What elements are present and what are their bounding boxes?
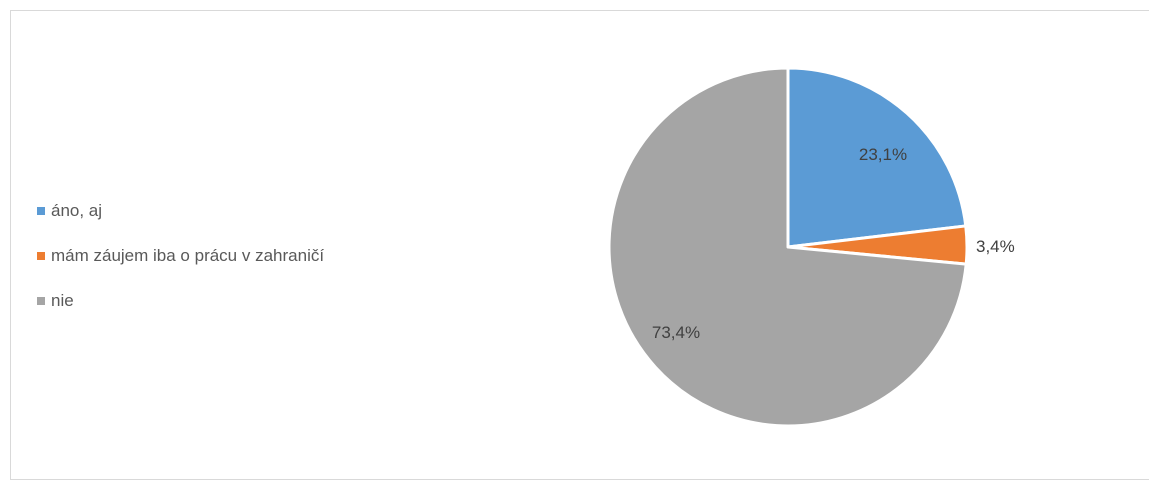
legend-swatch-ano-aj <box>37 206 45 215</box>
legend-label-iba-zahranicie: mám záujem iba o prácu v zahraničí <box>51 245 325 265</box>
pie-slice-nie <box>607 66 968 428</box>
data-label-ano-aj: 23,1% <box>859 145 907 164</box>
legend-label-ano-aj: áno, aj <box>51 200 103 220</box>
legend-swatch-iba-zahranicie <box>37 251 45 260</box>
legend-label-nie: nie <box>51 290 74 310</box>
data-label-iba-zahranicie: 3,4% <box>976 237 1015 256</box>
legend: áno, aj mám záujem iba o prácu v zahrani… <box>37 188 324 323</box>
data-label-nie: 73,4% <box>652 323 700 342</box>
legend-item-ano-aj: áno, aj <box>37 188 324 233</box>
legend-item-nie: nie <box>37 278 324 323</box>
pie-slice-ano-aj <box>786 66 968 249</box>
legend-item-iba-zahranicie: mám záujem iba o prácu v zahraničí <box>37 233 324 278</box>
legend-swatch-nie <box>37 296 45 305</box>
